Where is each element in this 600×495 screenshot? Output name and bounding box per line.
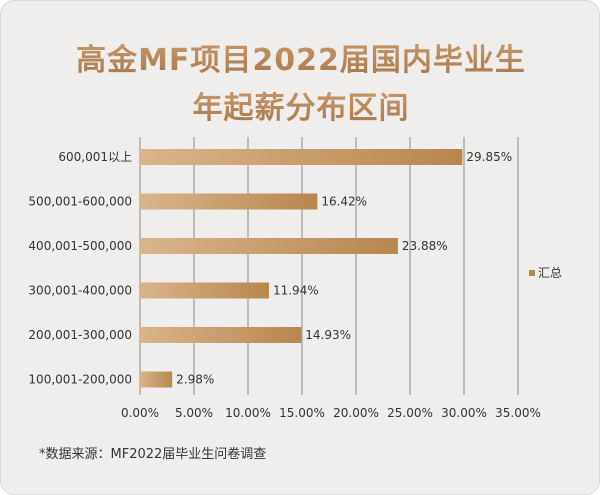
legend-swatch bbox=[529, 270, 535, 276]
y-category-label: 500,001-600,000 bbox=[28, 195, 132, 209]
data-label: 16.42% bbox=[321, 195, 367, 209]
x-tick-label: 0.00% bbox=[121, 406, 159, 420]
data-label: 14.93% bbox=[305, 328, 351, 342]
chart-title-line-2: 年起薪分布区间 bbox=[1, 83, 599, 127]
data-label: 23.88% bbox=[402, 239, 448, 253]
x-tick-label: 5.00% bbox=[175, 406, 213, 420]
bar bbox=[140, 238, 398, 254]
bar bbox=[140, 149, 463, 165]
y-category-label: 200,001-300,000 bbox=[28, 328, 132, 342]
bar bbox=[140, 327, 302, 343]
y-category-label: 100,001-200,000 bbox=[28, 373, 132, 387]
x-tick-label: 35.00% bbox=[495, 406, 541, 420]
chart-title-line-1: 高金MF项目2022届国内毕业生 bbox=[1, 35, 599, 79]
y-category-label: 600,001以上 bbox=[58, 150, 132, 164]
x-tick-label: 20.00% bbox=[333, 406, 379, 420]
bar bbox=[140, 282, 269, 299]
data-label: 11.94% bbox=[273, 284, 319, 298]
source-note: *数据来源：MF2022届毕业生问卷调查 bbox=[39, 447, 267, 462]
bar bbox=[140, 193, 318, 210]
data-label: 2.98% bbox=[176, 373, 214, 387]
x-tick-label: 30.00% bbox=[441, 406, 487, 420]
data-label: 29.85% bbox=[466, 150, 512, 164]
legend-label: 汇总 bbox=[538, 266, 562, 280]
bar bbox=[140, 371, 173, 388]
y-category-label: 300,001-400,000 bbox=[28, 284, 132, 298]
x-tick-label: 25.00% bbox=[387, 406, 433, 420]
x-tick-label: 10.00% bbox=[225, 406, 271, 420]
y-category-label: 400,001-500,000 bbox=[28, 239, 132, 253]
x-tick-label: 15.00% bbox=[279, 406, 325, 420]
